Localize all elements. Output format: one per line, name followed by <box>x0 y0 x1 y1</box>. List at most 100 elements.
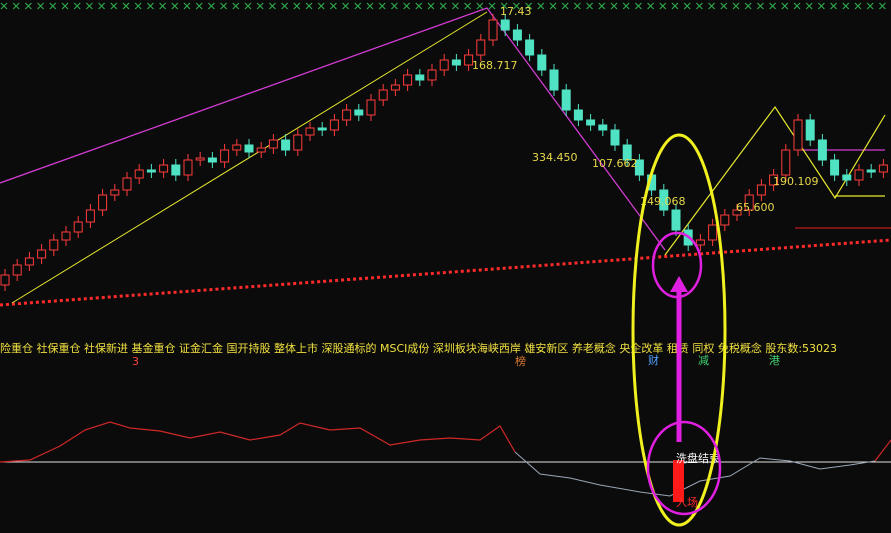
candle-body <box>598 124 608 131</box>
candle-body <box>73 221 83 233</box>
candle-body <box>671 209 681 231</box>
top-marker <box>403 2 411 10</box>
top-marker <box>342 2 350 10</box>
candle-body <box>342 109 352 121</box>
candle-body <box>329 119 339 131</box>
candle-body <box>842 174 852 181</box>
candle-body <box>549 69 559 91</box>
top-marker <box>781 2 789 10</box>
top-marker <box>805 2 813 10</box>
top-marker <box>305 2 313 10</box>
indicator-gray <box>514 451 876 497</box>
candle-body <box>854 169 864 181</box>
top-marker <box>769 2 777 10</box>
annotation: 168.717 <box>472 59 518 72</box>
top-marker <box>488 2 496 10</box>
top-marker <box>122 2 130 10</box>
candle-body <box>793 119 803 151</box>
top-marker <box>512 2 520 10</box>
candles <box>0 14 888 291</box>
candle-body <box>220 149 230 163</box>
top-marker <box>232 2 240 10</box>
top-marker <box>842 2 850 10</box>
top-marker <box>549 2 557 10</box>
top-marker <box>49 2 57 10</box>
candle-body <box>525 39 535 56</box>
candle-body <box>281 139 291 151</box>
support-dots <box>0 238 891 307</box>
candle-body <box>305 127 315 136</box>
top-marker <box>183 2 191 10</box>
top-marker <box>427 2 435 10</box>
top-marker <box>586 2 594 10</box>
candle-body <box>232 144 242 151</box>
candle-body <box>354 109 364 116</box>
candle-body <box>390 84 400 91</box>
top-marker <box>854 2 862 10</box>
top-marker <box>220 2 228 10</box>
top-marker <box>98 2 106 10</box>
highlight-circle <box>646 420 722 516</box>
top-marker <box>85 2 93 10</box>
top-marker <box>171 2 179 10</box>
candle-body <box>476 39 486 56</box>
candle-body <box>720 214 730 226</box>
candle-body <box>512 29 522 41</box>
candle-body <box>256 147 266 153</box>
top-marker <box>793 2 801 10</box>
top-marker <box>366 2 374 10</box>
candle-body <box>573 109 583 121</box>
annotation: 107.662 <box>592 157 638 170</box>
top-marker <box>610 2 618 10</box>
candle-body <box>415 74 425 81</box>
zigzag-yellow <box>664 105 886 256</box>
marker: 榜 <box>515 354 526 368</box>
candle-body <box>403 74 413 86</box>
top-marker <box>146 2 154 10</box>
candle-body <box>146 169 156 173</box>
top-marker <box>634 2 642 10</box>
concept-strip: 险重仓 社保重仓 社保新进 基金重仓 证金汇金 国开持股 整体上市 深股通标的 … <box>0 341 837 355</box>
top-marker <box>866 2 874 10</box>
indicator-red <box>0 421 516 463</box>
top-marker <box>73 2 81 10</box>
top-marker <box>378 2 386 10</box>
top-marker <box>683 2 691 10</box>
top-marker <box>439 2 447 10</box>
top-marker <box>647 2 655 10</box>
top-marker <box>476 2 484 10</box>
marker: 3 <box>132 355 139 368</box>
top-marker <box>134 2 142 10</box>
candle-body <box>49 239 59 251</box>
top-marker <box>37 2 45 10</box>
indicator-red-end <box>874 439 891 462</box>
top-marker <box>500 2 508 10</box>
candle-body <box>366 99 376 116</box>
candle-body <box>159 164 169 173</box>
candle-body <box>317 127 327 131</box>
candle-body <box>0 274 10 286</box>
annotation: 190.109 <box>773 175 819 188</box>
candle-body <box>781 149 791 176</box>
candle-body <box>622 144 632 161</box>
top-marker <box>830 2 838 10</box>
candle-body <box>464 54 474 66</box>
candle-body <box>134 169 144 179</box>
top-marker <box>622 2 630 10</box>
top-marker <box>561 2 569 10</box>
top-marker <box>756 2 764 10</box>
candle-body <box>244 144 254 153</box>
top-marker <box>695 2 703 10</box>
top-marker <box>671 2 679 10</box>
top-marker <box>317 2 325 10</box>
candle-body <box>561 89 571 111</box>
annotation: 65.600 <box>736 201 775 214</box>
arrow-head <box>670 276 688 292</box>
top-marker <box>207 2 215 10</box>
candle-body <box>744 194 754 211</box>
trend-magenta <box>0 7 666 251</box>
top-marker <box>720 2 728 10</box>
candle-body <box>659 189 669 211</box>
